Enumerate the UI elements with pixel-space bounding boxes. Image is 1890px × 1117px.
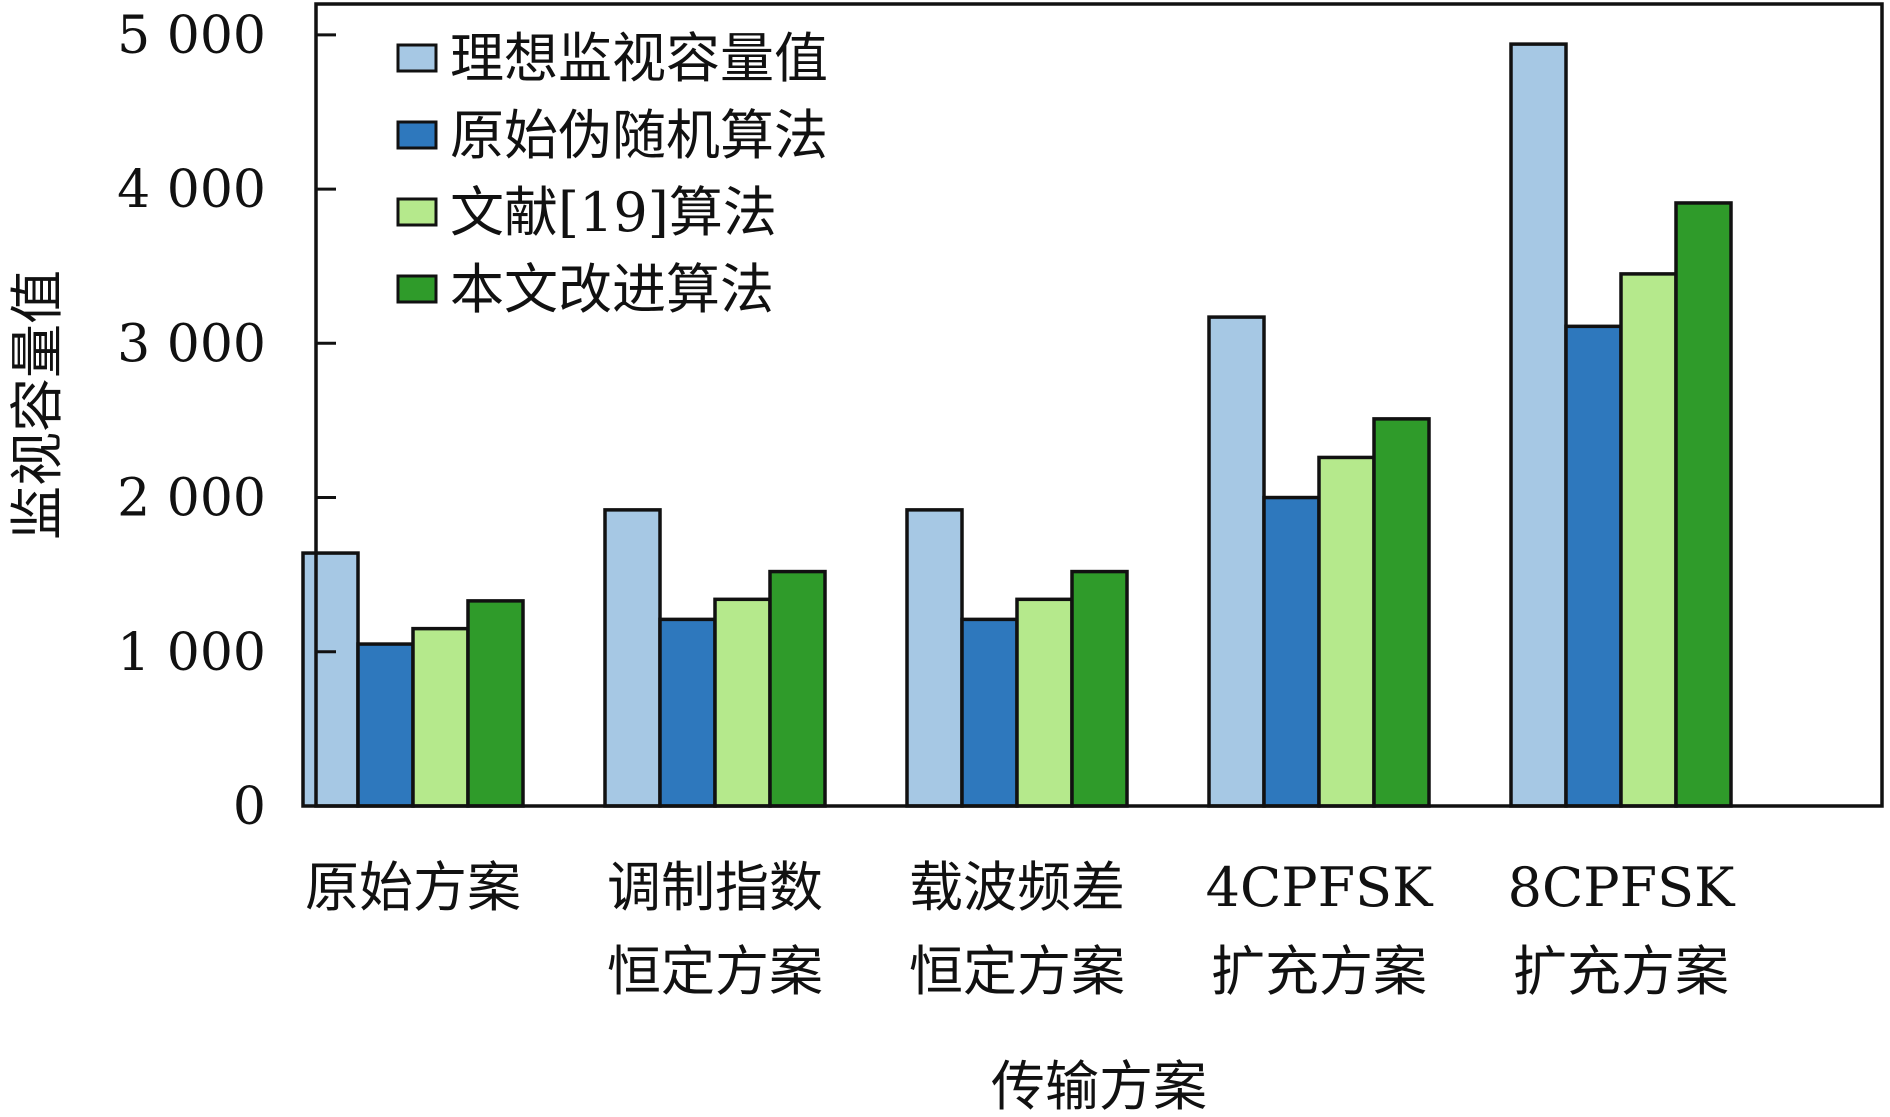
- bar: [1207, 315, 1266, 808]
- y-tick-label: 4 000: [117, 160, 266, 220]
- bar: [301, 551, 360, 808]
- y-axis-title: 监视容量值: [6, 270, 69, 540]
- legend-swatch: [396, 43, 438, 73]
- bar: [356, 642, 415, 808]
- bar: [1262, 495, 1321, 808]
- bar: [1619, 272, 1678, 808]
- bar: [1509, 42, 1568, 808]
- bar: [1317, 455, 1376, 808]
- bars-layer: [301, 42, 1733, 808]
- bar: [960, 617, 1019, 808]
- y-tick-label: 1 000: [117, 623, 266, 683]
- y-tick-label: 0: [233, 777, 266, 837]
- legend-swatch: [396, 197, 438, 227]
- bar: [1070, 569, 1129, 808]
- legend-entry-label: 理想监视容量值: [450, 27, 828, 90]
- bar: [1564, 324, 1623, 808]
- x-tick-label: 扩充方案: [1513, 940, 1729, 1003]
- y-tick-label: 5 000: [117, 6, 266, 66]
- bar: [1015, 597, 1074, 808]
- y-tick-label: 3 000: [117, 314, 266, 374]
- legend-entry-label: 本文改进算法: [450, 258, 774, 321]
- legend-swatch: [396, 120, 438, 150]
- x-tick-label: 8CPFSK: [1508, 856, 1736, 919]
- bar: [603, 508, 662, 808]
- bar: [658, 617, 717, 808]
- x-tick-label: 恒定方案: [607, 940, 823, 1003]
- bar: [466, 599, 525, 808]
- x-tick-label: 载波频差: [909, 856, 1125, 919]
- x-tick-label: 4CPFSK: [1206, 856, 1434, 919]
- legend-entry-label: 文献[19]算法: [450, 181, 777, 244]
- bar: [411, 626, 470, 808]
- x-tick-label: 恒定方案: [909, 940, 1125, 1003]
- x-axis-title: 传输方案: [991, 1055, 1207, 1117]
- x-tick-label: 原始方案: [305, 856, 521, 919]
- y-tick-label: 2 000: [117, 469, 266, 529]
- legend-entry-label: 原始伪随机算法: [450, 104, 828, 167]
- bar: [1372, 417, 1431, 808]
- x-tick-label: 调制指数: [607, 856, 823, 919]
- bar: [1674, 201, 1733, 808]
- plot-frame: [314, 2, 1884, 808]
- x-tick-label: 扩充方案: [1211, 940, 1427, 1003]
- bar: [905, 508, 964, 808]
- legend-swatch: [396, 274, 438, 304]
- bar: [713, 597, 772, 808]
- bar: [768, 569, 827, 808]
